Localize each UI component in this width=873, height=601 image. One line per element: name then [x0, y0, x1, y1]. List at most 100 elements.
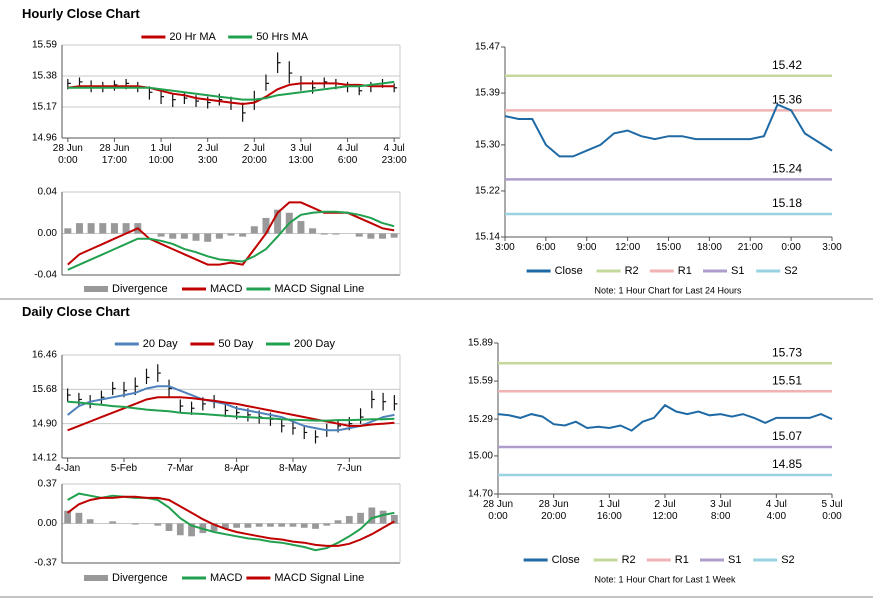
level-label: 15.42	[772, 58, 802, 72]
bar	[157, 233, 165, 237]
level-label: 15.36	[772, 93, 802, 107]
x-tick-label: 7-Mar	[167, 463, 194, 474]
legend-label: S1	[728, 554, 741, 566]
bar	[309, 228, 317, 234]
legend-label: 20 Day	[143, 338, 178, 350]
series-line	[67, 400, 395, 422]
series-line	[504, 103, 833, 158]
x-tick-label: 15:00	[655, 242, 682, 253]
bar	[204, 233, 212, 242]
level-label: 15.73	[772, 345, 802, 359]
x-tick-label: 1 Jul 16:00	[596, 499, 622, 522]
bar	[165, 523, 173, 531]
bar	[210, 523, 218, 531]
bar	[215, 233, 223, 239]
bar	[244, 523, 252, 528]
x-tick-label: 21:00	[737, 242, 763, 253]
x-tick-label: 28 Jun 20:00	[538, 499, 569, 522]
x-tick-label: 0:00	[781, 242, 801, 253]
bar	[390, 514, 398, 524]
bar	[221, 523, 229, 529]
series-line	[66, 385, 395, 432]
bar	[300, 523, 308, 528]
x-tick-label: 8-Apr	[224, 463, 249, 474]
y-tick-label: 15.59	[32, 40, 57, 51]
x-tick-label: 18:00	[696, 242, 722, 253]
x-tick-label: 12:00	[615, 242, 641, 253]
bar	[332, 233, 340, 235]
x-tick-label: 6:00	[536, 242, 556, 253]
y-tick-label: 15.89	[468, 338, 493, 349]
bar	[86, 519, 94, 524]
x-tick-label: 3 Jul 13:00	[288, 143, 314, 166]
x-tick-label: 4 Jul 23:00	[381, 143, 407, 166]
y-tick-label: 14.96	[32, 133, 57, 144]
y-tick-label: 0.37	[38, 479, 58, 490]
chart-note: Note: 1 Hour Chart for Last 1 Week	[595, 574, 736, 584]
bar	[379, 510, 387, 524]
level-label: 15.07	[772, 429, 802, 443]
bar	[169, 233, 177, 239]
x-tick-label: 9:00	[577, 242, 597, 253]
bar	[255, 523, 263, 527]
bar	[87, 223, 95, 234]
y-tick-label: 14.90	[32, 418, 57, 429]
legend-label: S2	[781, 554, 794, 566]
legend-label: Close	[552, 554, 580, 566]
legend-swatch	[84, 575, 108, 581]
y-tick-label: 15.17	[32, 102, 57, 113]
section-heading: Hourly Close Chart	[22, 6, 140, 21]
level-label: 15.24	[772, 162, 802, 176]
bar	[180, 233, 188, 239]
y-tick-label: 0.04	[38, 187, 58, 198]
bar	[367, 233, 375, 239]
bar	[289, 523, 297, 527]
legend-label: S2	[784, 265, 797, 277]
y-tick-label: 15.38	[32, 71, 57, 82]
bar	[368, 507, 376, 524]
y-tick-label: 15.68	[32, 384, 57, 395]
y-tick-label: 15.30	[475, 140, 500, 151]
legend-label: Divergence	[112, 572, 168, 584]
legend-label: MACD Signal Line	[274, 283, 364, 295]
bar	[250, 226, 258, 234]
x-tick-label: 5-Feb	[110, 463, 138, 474]
x-tick-label: 7-Jun	[336, 463, 362, 474]
x-tick-label: 2 Jul 12:00	[652, 499, 678, 522]
legend-label: 200 Day	[294, 338, 335, 350]
series-line	[66, 495, 395, 547]
bar	[379, 233, 387, 239]
legend-label: 20 Hr MA	[169, 31, 216, 43]
x-tick-label: 3:00	[495, 242, 515, 253]
legend-label: 50 Hrs MA	[256, 31, 309, 43]
y-tick-label: 15.29	[468, 414, 493, 425]
level-label: 14.85	[772, 457, 802, 471]
x-tick-label: 4-Jan	[55, 463, 81, 474]
bar	[274, 209, 282, 234]
bar	[109, 521, 117, 524]
bar	[345, 516, 353, 524]
y-tick-label: 14.70	[468, 489, 493, 500]
bar	[357, 512, 364, 524]
x-tick-label: 5 Jul 0:00	[821, 499, 843, 522]
bar	[64, 228, 72, 234]
bar	[355, 233, 363, 237]
legend-label: R2	[625, 265, 639, 277]
series-line	[67, 80, 395, 101]
y-tick-label: 15.00	[468, 451, 493, 462]
y-tick-label: 14.12	[32, 453, 57, 464]
bar	[110, 223, 118, 234]
x-tick-label: 4 Jul 6:00	[336, 143, 359, 166]
legend-label: R2	[622, 554, 636, 566]
x-tick-label: 4 Jul 4:00	[765, 499, 787, 522]
bar	[75, 223, 83, 234]
y-tick-label: 0.00	[38, 518, 58, 529]
bar	[297, 221, 305, 234]
y-tick-label: -0.37	[34, 558, 57, 569]
legend-label: Close	[555, 265, 583, 277]
bar	[75, 512, 83, 524]
bar	[262, 217, 270, 234]
bar	[233, 523, 241, 528]
y-tick-label: 16.46	[32, 350, 57, 361]
